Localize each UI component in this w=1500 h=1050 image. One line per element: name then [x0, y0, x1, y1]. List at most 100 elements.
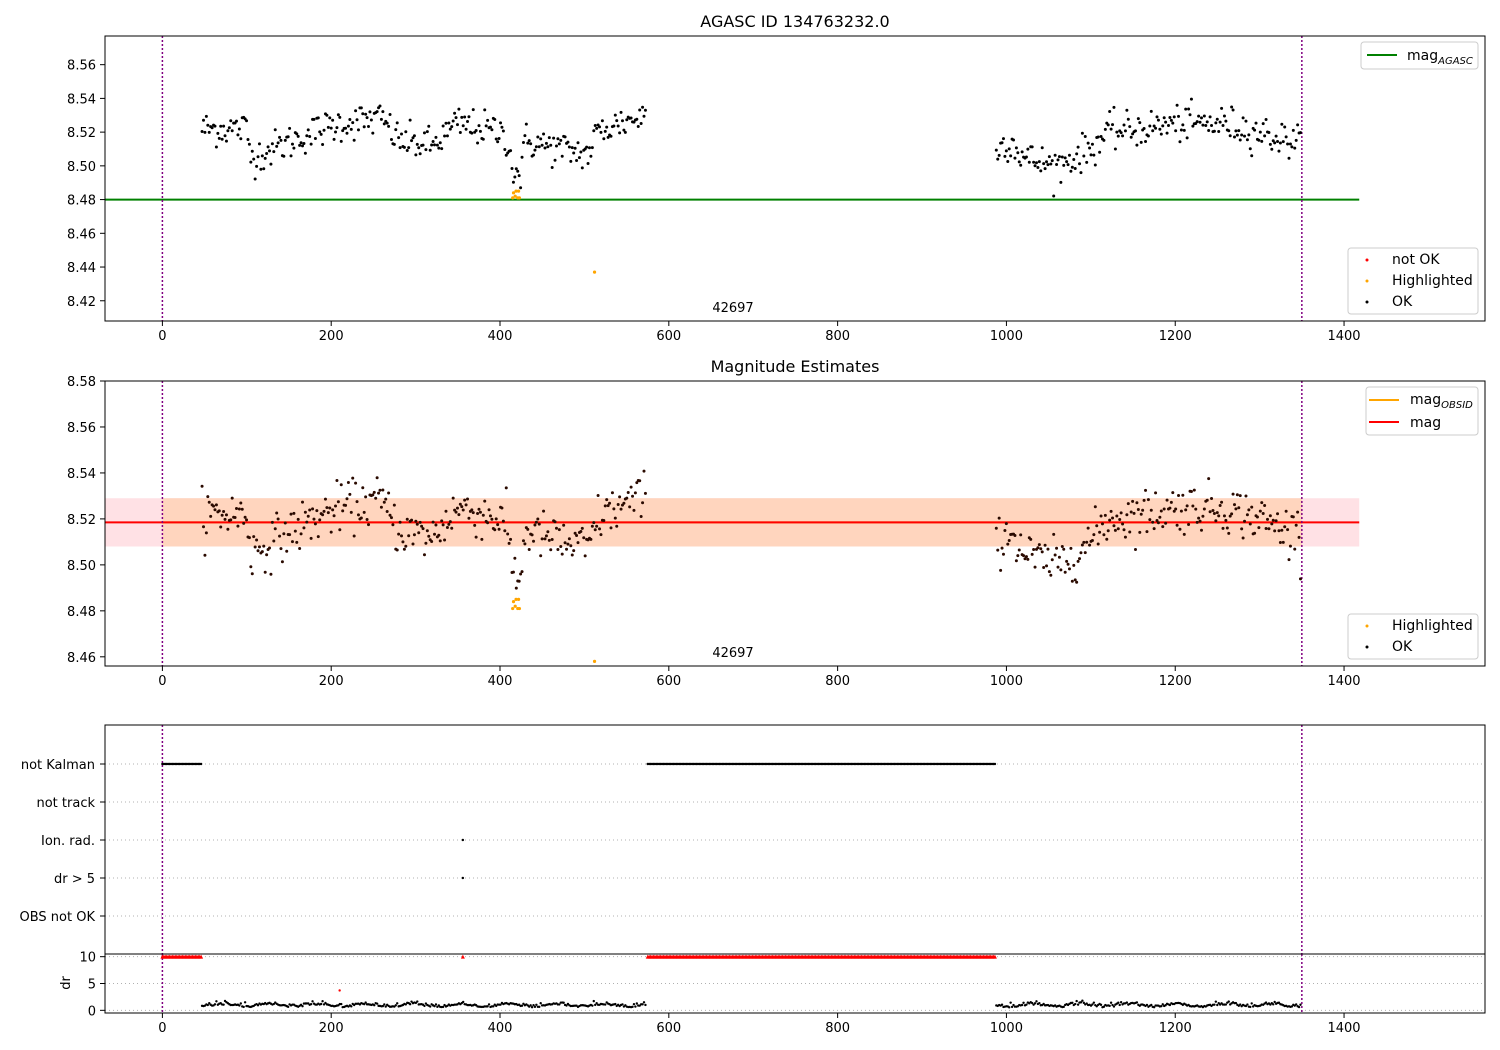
ok-point — [397, 136, 401, 140]
ok-point — [1138, 530, 1142, 534]
ok-point — [553, 520, 557, 524]
dr-ytick-label: 5 — [88, 978, 96, 993]
ok-point — [626, 491, 630, 495]
flag-point — [993, 762, 997, 766]
dr-point — [487, 1003, 491, 1006]
dr-point — [410, 1000, 413, 1003]
ok-point — [387, 491, 391, 495]
ok-point — [618, 495, 622, 499]
xtick-label: 400 — [488, 674, 513, 689]
ok-point — [368, 110, 372, 114]
ok-point — [1192, 488, 1196, 492]
legend-not-ok: not OK — [1392, 252, 1440, 268]
ok-point — [388, 513, 392, 517]
ok-point — [255, 164, 259, 168]
ok-point — [1162, 507, 1166, 511]
ok-point — [256, 155, 260, 159]
ok-point — [338, 528, 342, 532]
ok-point — [543, 146, 547, 150]
ok-point — [470, 131, 474, 135]
ok-point — [493, 118, 497, 122]
ok-point — [253, 177, 257, 181]
ok-point — [279, 547, 283, 551]
ok-point — [1162, 116, 1166, 120]
ok-point — [1075, 580, 1079, 584]
ok-point — [1004, 522, 1008, 526]
dr-point — [565, 1004, 568, 1007]
ok-point — [236, 524, 240, 528]
ok-point — [1093, 163, 1097, 167]
ok-point — [270, 142, 274, 146]
ok-point — [639, 121, 643, 125]
ok-point — [486, 118, 490, 122]
ok-point — [247, 142, 251, 146]
ok-point — [1100, 522, 1104, 526]
ok-point — [392, 503, 396, 507]
ok-point — [537, 522, 541, 526]
ok-point — [412, 134, 416, 138]
ok-point — [1174, 129, 1178, 133]
ok-point — [1235, 133, 1239, 137]
ok-point — [1286, 528, 1290, 532]
ok-point — [453, 111, 457, 115]
dr-point — [1234, 1001, 1238, 1005]
ok-point — [1281, 540, 1285, 544]
ok-point — [544, 534, 548, 538]
panel1-legend-lines: magAGASC — [1360, 41, 1479, 70]
ok-point — [422, 553, 426, 557]
highlighted-point — [511, 196, 515, 200]
ok-point — [1000, 546, 1004, 550]
ok-point — [612, 124, 616, 128]
ok-point — [476, 141, 480, 145]
ok-point — [1122, 528, 1126, 532]
ok-point — [1139, 512, 1143, 516]
ok-point — [425, 130, 429, 134]
ok-point — [577, 156, 581, 160]
ok-point — [1056, 565, 1060, 569]
dr-point — [1035, 1000, 1038, 1003]
ok-point — [305, 134, 309, 138]
ok-point — [1178, 140, 1182, 144]
ok-point — [534, 145, 538, 149]
ok-point — [1296, 123, 1300, 127]
ok-point — [1109, 127, 1113, 131]
dr-point — [644, 1003, 647, 1007]
ok-point — [1049, 573, 1053, 577]
ok-point — [1121, 522, 1125, 526]
ok-point — [466, 497, 470, 501]
ok-point — [1135, 501, 1139, 505]
ok-point — [382, 122, 386, 126]
ok-point — [466, 120, 470, 124]
ok-point — [293, 529, 297, 533]
dr-point — [1112, 1005, 1116, 1008]
ok-point — [1149, 109, 1153, 113]
ok-point — [1199, 116, 1203, 120]
ok-point — [1095, 524, 1099, 528]
dr-point — [621, 1003, 624, 1006]
dr-point — [1118, 1003, 1121, 1007]
ok-point — [323, 497, 327, 501]
panel4-frame — [104, 953, 1486, 1014]
ok-point — [603, 129, 607, 133]
ok-point — [351, 121, 355, 125]
ytick-label: 8.42 — [67, 295, 96, 310]
dr-point — [642, 1001, 646, 1004]
ok-point — [595, 524, 599, 528]
xtick-label: 800 — [825, 674, 850, 689]
panel1-frame — [104, 35, 1486, 322]
legend2-ok: OK — [1392, 639, 1413, 655]
ok-point — [441, 523, 445, 527]
ok-point — [395, 548, 399, 552]
ok-point — [1013, 156, 1017, 160]
ytick-label: 8.50 — [67, 160, 96, 175]
ok-point — [580, 526, 584, 530]
dr-point — [1135, 1001, 1139, 1004]
dr-point — [492, 1005, 495, 1008]
ok-point — [598, 125, 602, 129]
ok-point — [217, 136, 221, 140]
ok-point — [428, 148, 432, 152]
dr-point — [1125, 1001, 1129, 1004]
ok-point — [430, 539, 434, 543]
ok-point — [1244, 494, 1248, 498]
ok-point — [223, 134, 227, 138]
